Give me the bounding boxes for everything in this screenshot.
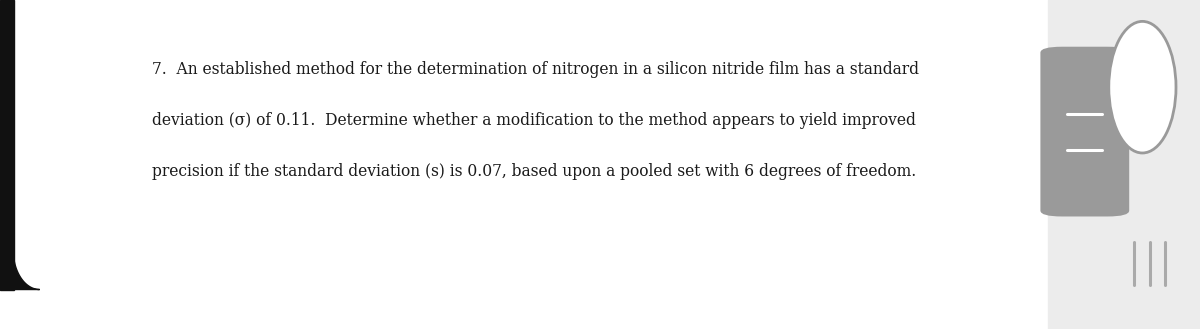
Text: precision if the standard deviation (s) is 0.07, based upon a pooled set with 6 : precision if the standard deviation (s) … — [152, 163, 917, 180]
Polygon shape — [0, 250, 40, 290]
Ellipse shape — [1109, 21, 1176, 153]
Text: 7.  An established method for the determination of nitrogen in a silicon nitride: 7. An established method for the determi… — [152, 61, 919, 78]
Text: deviation (σ) of 0.11.  Determine whether a modification to the method appears t: deviation (σ) of 0.11. Determine whether… — [152, 112, 917, 129]
Bar — [1048, 0, 1200, 329]
FancyBboxPatch shape — [1040, 47, 1129, 216]
Bar — [0, 0, 14, 290]
